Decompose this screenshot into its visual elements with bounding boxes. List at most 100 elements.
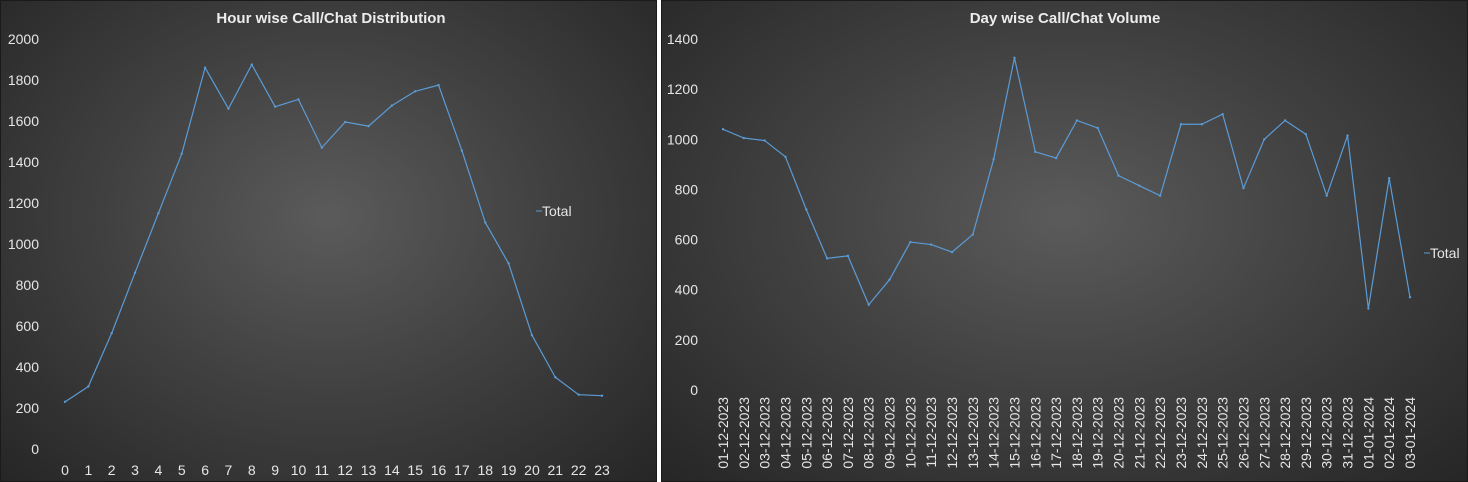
data-point: [460, 149, 464, 152]
x-tick-label: 09-12-2023: [882, 397, 898, 469]
data-point: [1283, 119, 1287, 122]
series-line-segment: [868, 279, 891, 306]
y-tick-label: 800: [16, 277, 40, 293]
x-tick-label: 18-12-2023: [1069, 397, 1085, 469]
x-tick-label: 04-12-2023: [777, 397, 793, 469]
data-point: [437, 83, 440, 87]
y-tick-label: 600: [16, 318, 40, 334]
x-tick-label: 9: [271, 462, 279, 478]
series-line-segment: [64, 385, 89, 403]
data-point: [929, 243, 933, 246]
y-tick-label: 1200: [667, 81, 698, 97]
series-line-segment: [1035, 151, 1057, 159]
y-tick-label: 1000: [8, 236, 39, 252]
x-tick-label: 18: [477, 462, 493, 478]
data-point: [825, 257, 829, 260]
series-line-segment: [134, 213, 159, 273]
series-line-segment: [484, 222, 510, 264]
series-line-segment: [554, 376, 580, 396]
data-point: [1387, 176, 1391, 180]
data-point: [950, 250, 954, 254]
data-point: [1346, 134, 1349, 137]
series-line-segment: [972, 159, 995, 235]
data-point: [110, 331, 113, 335]
x-tick-label: 6: [201, 462, 209, 478]
x-tick-label: 29-12-2023: [1298, 397, 1314, 469]
series-line-segment: [461, 150, 486, 223]
series-line-segment: [827, 255, 848, 259]
y-tick-label: 400: [675, 282, 699, 298]
series-line-segment: [1367, 178, 1390, 309]
y-tick-label: 0: [31, 441, 39, 457]
series-line-segment: [1346, 135, 1369, 309]
series-line-segment: [157, 153, 183, 214]
series-line-segment: [1222, 114, 1245, 189]
x-tick-label: 05-12-2023: [798, 397, 814, 469]
x-tick-label: 14: [384, 462, 400, 478]
series-line-segment: [391, 90, 416, 107]
day-wise-chart: Day wise Call/Chat Volume 0 200 400 600 800 1…: [667, 10, 1460, 469]
x-tick-label: 26-12-2023: [1235, 397, 1251, 469]
data-point: [390, 104, 394, 107]
x-tick-label: 28-12-2023: [1277, 397, 1293, 469]
data-point: [1158, 194, 1162, 197]
y-tick-label: 200: [675, 332, 699, 348]
x-tick-label: 11-12-2023: [923, 397, 939, 468]
x-tick-label: 24-12-2023: [1194, 397, 1210, 469]
data-point: [1034, 150, 1037, 154]
data-point: [1013, 56, 1016, 60]
x-tick-label: 13-12-2023: [965, 397, 981, 469]
series-line-segment: [508, 263, 533, 336]
series-line-segment: [87, 332, 113, 387]
series-line-segment: [437, 84, 463, 151]
data-point: [1242, 186, 1245, 190]
data-point: [180, 152, 183, 155]
data-point: [157, 212, 160, 215]
series-line-segment: [889, 241, 911, 280]
x-tick-label: 7: [225, 462, 233, 478]
series-line-segment: [531, 334, 556, 378]
data-point: [484, 221, 487, 224]
data-point: [1117, 174, 1120, 177]
series-line-segment: [1159, 124, 1182, 196]
y-tick-label: 1400: [667, 31, 698, 47]
series-line-segment: [204, 67, 229, 109]
data-point: [133, 271, 137, 274]
x-tick-label: 30-12-2023: [1319, 397, 1335, 469]
x-tick-label: 12-12-2023: [944, 397, 960, 469]
series-line-segment: [951, 234, 974, 253]
x-tick-label: 1: [84, 462, 92, 478]
hour-wise-chart: Hour wise Call/Chat Distribution 0200400…: [8, 10, 610, 478]
data-point: [846, 254, 850, 258]
x-tick-label: 19-12-2023: [1090, 397, 1106, 469]
x-tick-label: 10-12-2023: [902, 397, 918, 469]
y-tick-label: 800: [675, 181, 699, 197]
data-point: [1054, 156, 1058, 160]
chart-panel-hour-wise: Hour wise Call/Chat Distribution 0 200 400…: [0, 0, 657, 482]
data-point: [297, 98, 300, 101]
y-tick-label: 200: [16, 400, 40, 416]
x-tick-label: 15-12-2023: [1006, 397, 1022, 469]
series-line-segment: [1201, 113, 1223, 125]
series-line-segment: [345, 121, 369, 127]
x-tick-label: 02-12-2023: [736, 397, 752, 469]
x-tick-label: 10: [291, 462, 307, 478]
data-point: [1096, 126, 1099, 130]
x-tick-label: 17: [454, 462, 470, 478]
series-line-segment: [1055, 120, 1078, 159]
x-tick-label: 21-12-2023: [1131, 397, 1147, 469]
x-tick-label: 19: [501, 462, 517, 478]
data-point: [507, 262, 510, 265]
series-line-segment: [930, 244, 953, 253]
chart-panel-day-wise: Day wise Call/Chat Volume 0 200 400 600 800 1…: [661, 0, 1468, 482]
x-tick-label: 4: [154, 462, 162, 478]
data-point: [1408, 296, 1412, 299]
data-point: [87, 385, 90, 388]
data-point: [1304, 133, 1308, 136]
y-tick-label: 600: [675, 232, 699, 248]
x-tick-label: 2: [108, 462, 116, 478]
data-point: [888, 278, 891, 281]
legend-label: Total: [1430, 245, 1460, 261]
data-point: [805, 208, 808, 211]
data-point: [1138, 184, 1141, 187]
